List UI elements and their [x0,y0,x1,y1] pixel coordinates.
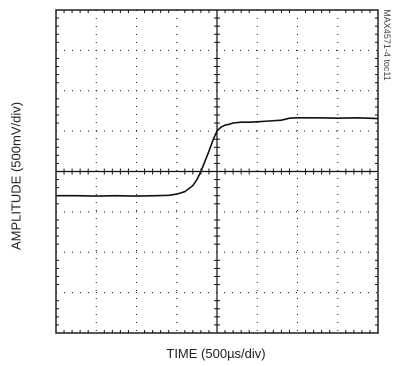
figure-id: MAX4571-4 toc11 [382,9,392,81]
x-axis-label: TIME (500µs/div) [166,346,266,361]
center-ticks [56,10,378,333]
y-axis-label: AMPLITUDE (500mV/div) [8,101,24,251]
signal-trace [56,116,379,197]
